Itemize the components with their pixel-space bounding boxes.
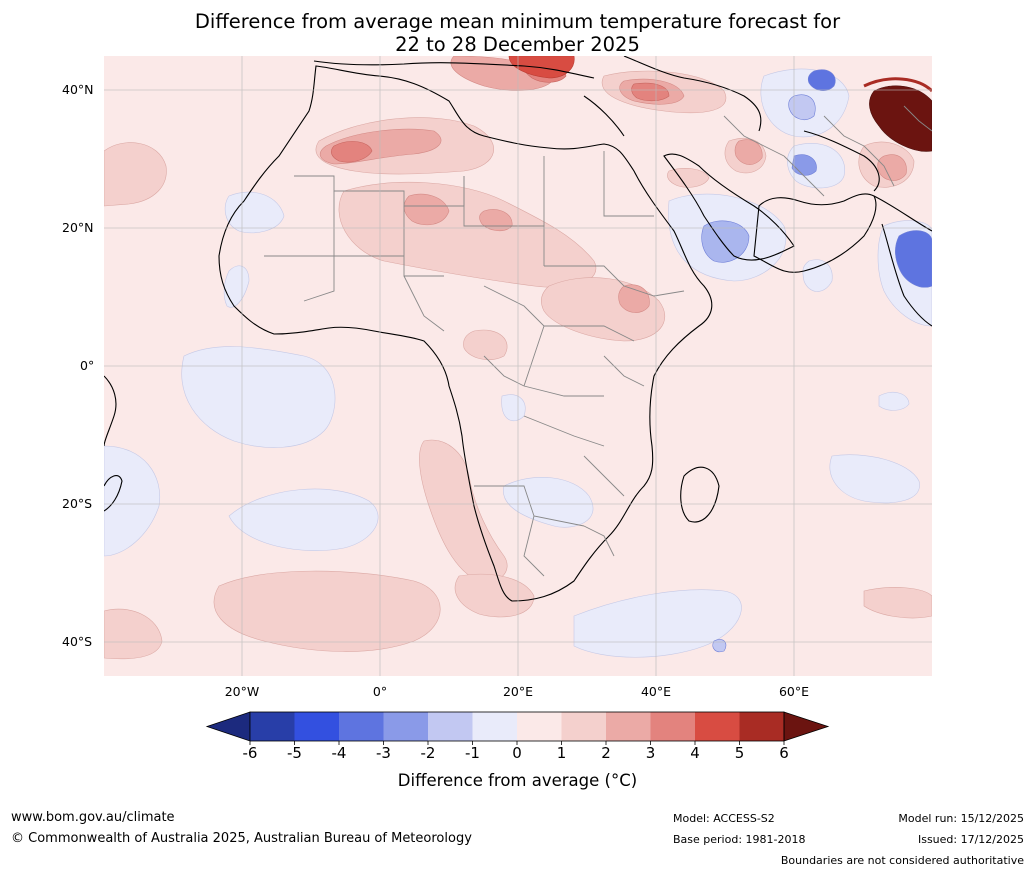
colorbar-swatch: [561, 712, 606, 741]
lat-label-40n: 40°N: [62, 82, 94, 97]
website-link[interactable]: www.bom.gov.au/climate: [11, 810, 175, 825]
cool-anomaly-cores: [701, 69, 932, 653]
model-name: Model: ACCESS-S2: [673, 812, 775, 825]
colorbar-swatch: [472, 712, 517, 741]
extreme-hot-anomaly-core: [869, 85, 932, 152]
colorbar-swatch: [339, 712, 384, 741]
colorbar-tick-label: 5: [734, 744, 745, 762]
colorbar-extend-low: [205, 711, 251, 742]
boundaries-disclaimer: Boundaries are not considered authoritat…: [780, 854, 1024, 867]
lon-label-40e: 40°E: [640, 684, 672, 699]
colorbar-tick-label: -3: [376, 744, 391, 762]
hot-anomaly-ring: [863, 77, 932, 93]
colorbar-tick-label: -1: [465, 744, 480, 762]
colorbar-tick-label: -6: [242, 744, 258, 762]
colorbar-extend-high: [783, 711, 830, 742]
colorbar-swatch: [428, 712, 473, 741]
colorbar-swatch: [650, 712, 695, 741]
model-run-date: Model run: 15/12/2025: [898, 812, 1024, 825]
country-borders: [264, 105, 932, 577]
colorbar-tick-label: -5: [287, 744, 302, 762]
colorbar-tick-label: 2: [601, 744, 611, 762]
colorbar-swatch: [250, 712, 295, 741]
lat-label-20n: 20°N: [62, 220, 94, 235]
colorbar-tick-label: 3: [645, 744, 656, 762]
lon-label-20w: 20°W: [224, 684, 260, 699]
lat-label-equator: 0°: [80, 358, 95, 373]
coastlines: [104, 56, 932, 602]
issued-date: Issued: 17/12/2025: [917, 833, 1024, 846]
map-title-line1: Difference from average mean minimum tem…: [194, 10, 841, 33]
lon-label-0: 0°: [372, 684, 388, 699]
colorbar-swatch: [383, 712, 428, 741]
lat-label-40s: 40°S: [62, 634, 93, 649]
copyright-text: © Commonwealth of Australia 2025, Austra…: [11, 831, 472, 846]
colorbar-swatch: [606, 712, 651, 741]
lon-label-60e: 60°E: [778, 684, 810, 699]
map-title-line2: 22 to 28 December 2025: [395, 33, 640, 56]
colorbar-swatch: [517, 712, 562, 741]
colorbar-tick-label: -4: [331, 744, 347, 762]
colorbar-tick-label: -2: [420, 744, 436, 762]
lon-label-20e: 20°E: [502, 684, 534, 699]
colorbar-swatch: [739, 712, 784, 741]
forecast-map: [104, 56, 932, 676]
colorbar-tick-label: 4: [690, 744, 700, 762]
colorbar-tick-label: 1: [556, 744, 567, 762]
colorbar-swatch: [294, 712, 339, 741]
base-period: Base period: 1981-2018: [673, 833, 806, 846]
lat-label-20s: 20°S: [62, 496, 93, 511]
colorbar-label: Difference from average (°C): [397, 771, 638, 790]
graticule: [104, 56, 932, 676]
warm-anomaly-regions: [104, 70, 932, 660]
colorbar-tick-label: 6: [779, 744, 789, 762]
colorbar: [205, 711, 830, 745]
colorbar-swatch: [695, 712, 740, 741]
colorbar-tick-label: 0: [512, 744, 522, 762]
